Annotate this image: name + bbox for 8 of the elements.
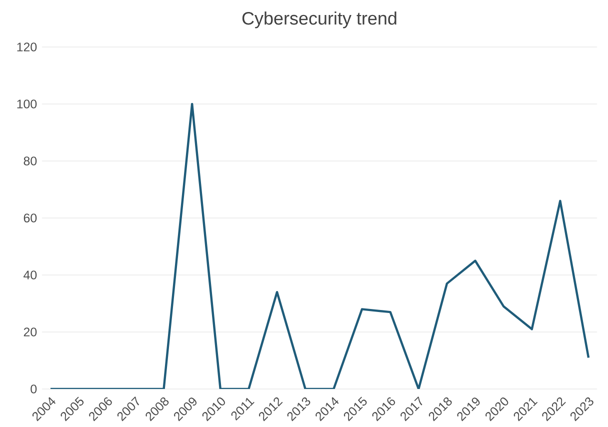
y-tick-label: 60 (24, 214, 37, 222)
chart-title: Cybersecurity trend (242, 11, 396, 28)
y-tick-label: 40 (24, 270, 37, 280)
y-tick-label: 80 (24, 156, 37, 166)
y-tick-label: 120 (17, 42, 37, 52)
y-tick-label: 0 (30, 384, 37, 394)
y-tick-label: 20 (24, 328, 37, 336)
y-tick-label: 100 (17, 100, 37, 108)
